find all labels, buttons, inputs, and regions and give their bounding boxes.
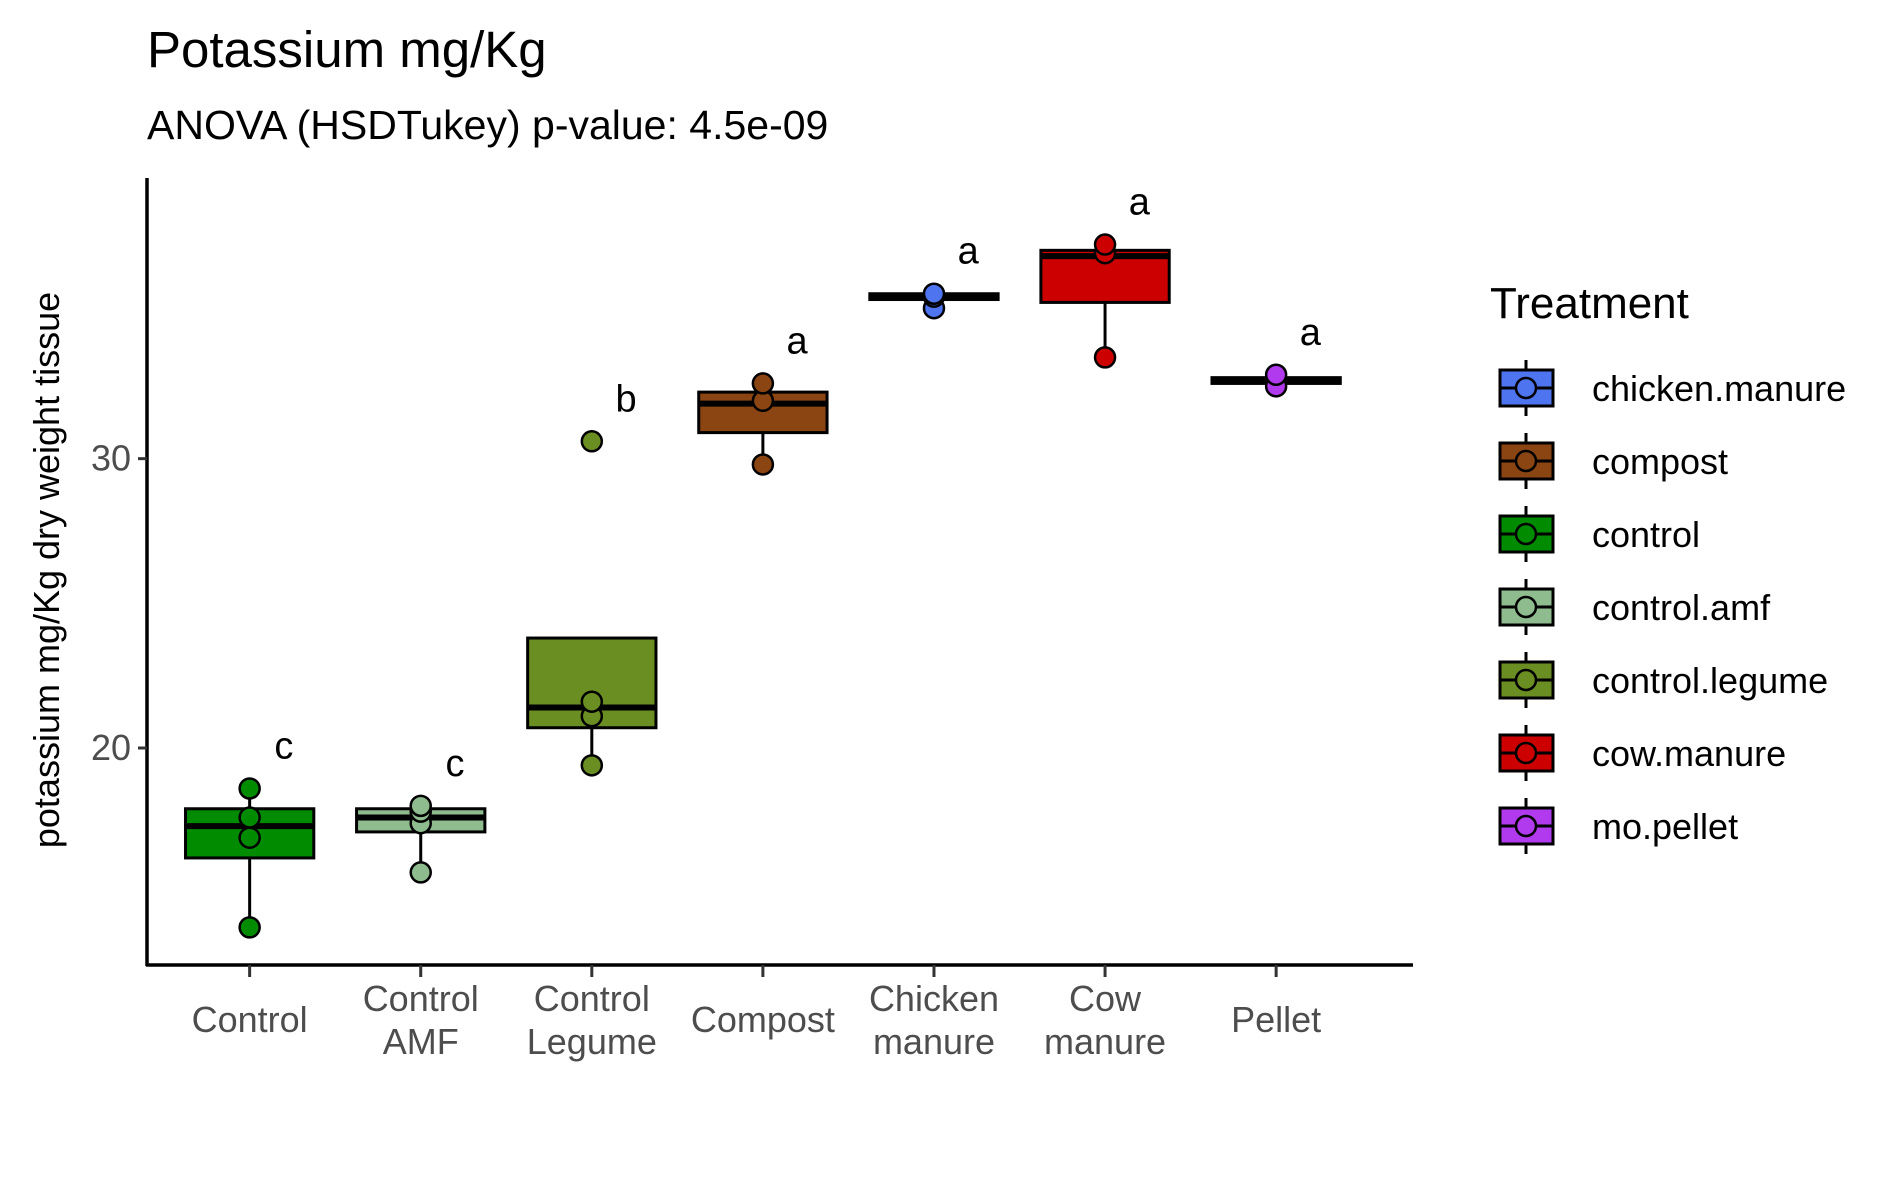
data-point	[238, 826, 261, 849]
legend-label: control.legume	[1592, 660, 1828, 701]
x-tick-label: Control	[534, 978, 650, 1019]
data-point	[238, 777, 261, 800]
x-tick-label: AMF	[383, 1021, 459, 1062]
data-point	[238, 916, 261, 939]
box-group-compost: a	[697, 320, 829, 476]
x-tick-label: Compost	[691, 999, 835, 1040]
significance-label: a	[787, 320, 809, 362]
legend-item-cow.manure: cow.manure	[1498, 725, 1786, 781]
data-point	[751, 372, 775, 395]
y-tick-label: 20	[91, 727, 131, 768]
legend: Treatment chicken.manure compost control co…	[1490, 279, 1846, 854]
data-point	[580, 430, 604, 453]
data-point	[409, 861, 432, 884]
legend-title: Treatment	[1490, 279, 1689, 328]
x-tick-label: manure	[873, 1021, 995, 1062]
legend-key-point	[1514, 522, 1538, 546]
data-point	[409, 794, 432, 818]
significance-label: a	[1300, 312, 1322, 354]
box-group-chicken.manure: a	[868, 231, 1000, 320]
data-point	[580, 690, 604, 713]
chart-subtitle: ANOVA (HSDTukey) p-value: 4.5e-09	[147, 102, 828, 148]
x-tick-label: Cow	[1069, 978, 1142, 1019]
x-tick-label: Pellet	[1231, 999, 1321, 1040]
legend-label: cow.manure	[1592, 733, 1786, 774]
x-tick-label: Control	[192, 999, 308, 1040]
x-tick-label: manure	[1044, 1021, 1166, 1062]
box-group-control.legume: b	[526, 378, 658, 777]
y-tick-label: 30	[91, 438, 131, 479]
legend-item-control.amf: control.amf	[1498, 579, 1771, 635]
box-group-cow.manure: a	[1039, 182, 1171, 369]
legend-item-chicken.manure: chicken.manure	[1498, 360, 1846, 416]
significance-label: a	[1129, 182, 1151, 224]
significance-label: c	[445, 743, 464, 785]
legend-item-mo.pellet: mo.pellet	[1498, 798, 1738, 854]
data-point	[238, 806, 261, 829]
data-point	[922, 282, 946, 305]
legend-key-point	[1514, 595, 1538, 619]
legend-key-point	[1514, 668, 1538, 692]
data-point	[1093, 346, 1117, 369]
x-tick-label: Legume	[527, 1021, 657, 1062]
box-group-mo.pellet: a	[1210, 312, 1342, 398]
plot-area: 2030cControlcControlAMFbControlLegumeaCo…	[91, 178, 1413, 1062]
x-tick-label: Chicken	[869, 978, 999, 1019]
box-group-control: c	[183, 726, 316, 939]
significance-label: c	[274, 726, 293, 768]
significance-label: a	[958, 231, 980, 273]
legend-label: control	[1592, 514, 1700, 555]
legend-item-control: control	[1498, 506, 1700, 562]
legend-item-control.legume: control.legume	[1498, 652, 1828, 708]
legend-key-point	[1514, 814, 1538, 838]
legend-label: mo.pellet	[1592, 806, 1738, 847]
x-tick-label: Control	[363, 978, 479, 1019]
significance-label: b	[615, 378, 636, 420]
legend-key-point	[1514, 741, 1538, 765]
data-point	[1093, 233, 1117, 256]
legend-label: control.amf	[1592, 587, 1771, 628]
legend-label: chicken.manure	[1592, 368, 1846, 409]
data-point	[580, 754, 604, 777]
data-point	[751, 453, 775, 476]
box-group-control.amf: c	[355, 743, 487, 884]
legend-key-point	[1514, 449, 1538, 473]
legend-label: compost	[1592, 441, 1728, 482]
chart-title: Potassium mg/Kg	[147, 21, 547, 78]
y-axis-title: potassium mg/Kg dry weight tissue	[26, 292, 67, 848]
data-point	[1264, 363, 1288, 386]
legend-item-compost: compost	[1498, 433, 1728, 489]
legend-key-point	[1514, 376, 1538, 400]
